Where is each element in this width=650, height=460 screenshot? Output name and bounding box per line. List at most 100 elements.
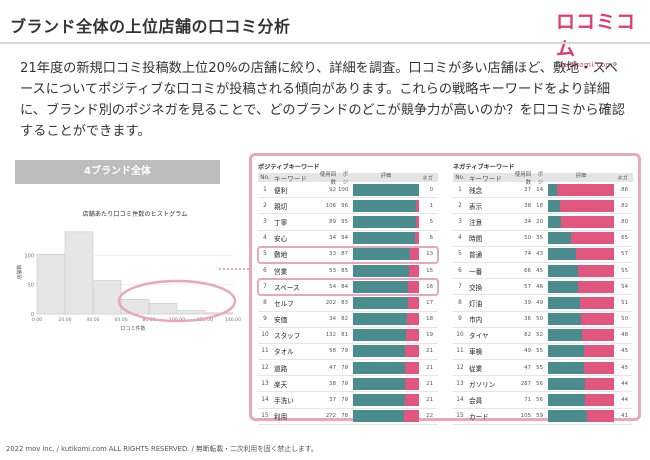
row-number: 5 [458,251,462,258]
row-positive-pct: 100 [338,186,349,193]
row-positive-pct: 49 [536,299,543,306]
row-number: 15 [456,413,464,420]
histogram-bar [176,310,206,315]
table-row: 1 便利 92 100 0 [258,182,438,199]
row-keyword: タオル [274,348,294,357]
table-row: 15 利用 272 78 22 [258,409,438,425]
table-row: 2 表示 38 18 82 [453,198,633,215]
rating-bar [548,199,614,212]
table-row: 15 カード 105 59 41 [453,409,633,425]
row-keyword: 表示 [469,202,483,211]
rating-bar [548,248,614,261]
rating-bar-negative [415,232,419,245]
positive-table-title: ポジティブキーワード [258,164,320,171]
rating-bar-positive [548,296,581,309]
header-count: 使用回数 [319,171,336,186]
rating-bar [548,264,614,277]
row-keyword: 便利 [274,186,288,195]
rating-bar-negative [408,280,419,293]
rating-bar-positive [548,361,585,374]
table-row: 3 丁寧 89 95 5 [258,214,438,231]
row-positive-pct: 45 [536,267,543,274]
header-rating: 評価 [380,172,392,179]
row-negative-pct: 45 [621,348,628,355]
row-keyword: カード [469,413,489,422]
rating-bar-positive [353,361,406,374]
row-count: 53 [329,267,336,274]
rating-bar-positive [548,232,572,245]
rating-bar [353,215,419,228]
row-number: 2 [263,202,267,209]
row-keyword: 灯油 [469,299,483,308]
row-negative-pct: 65 [621,235,628,242]
row-keyword: 残念 [469,186,483,195]
row-positive-pct: 20 [536,218,543,225]
row-count: 49 [524,348,531,355]
rating-bar [353,264,419,277]
rating-bar-positive [353,199,417,212]
positive-keyword-table: ポジティブキーワード No. キーワード 使用回数 ポジ 評価 ネガ 1 便利 92… [257,162,439,425]
row-positive-pct: 78 [341,413,348,420]
row-count: 57 [524,283,531,290]
row-positive-pct: 79 [341,397,348,404]
rating-bar [548,345,614,358]
row-keyword: 会員 [469,397,483,406]
row-keyword: スペース [274,283,300,292]
panel-header: 4ブランド全体 [15,160,220,184]
rating-bar-negative [409,264,419,277]
row-number: 11 [261,348,269,355]
row-positive-pct: 50 [536,316,543,323]
row-keyword: セルフ [274,299,294,308]
row-keyword: 市内 [469,316,483,325]
table-row: 13 楽天 38 79 21 [258,376,438,393]
row-negative-pct: 13 [426,251,433,258]
row-positive-pct: 81 [341,332,348,339]
row-number: 15 [261,413,269,420]
table-row: 8 セルフ 202 83 17 [258,295,438,312]
rating-bar [353,361,419,374]
row-positive-pct: 55 [536,364,543,371]
rating-bar [353,345,419,358]
row-negative-pct: 41 [621,413,628,420]
table-row: 5 敷地 33 87 13 [257,245,439,264]
row-number: 12 [456,364,464,371]
row-count: 82 [524,332,531,339]
rating-bar [548,296,614,309]
histogram-panel: 4ブランド全体 店舗あたり口コミ件数のヒストグラム 0 50 100 0.00 20.00… [15,160,243,335]
row-keyword: 一番 [469,267,483,276]
rating-bar [548,313,614,326]
rating-bar-negative [557,183,614,196]
header-neg: ネガ [617,175,628,182]
row-negative-pct: 18 [426,316,433,323]
row-count: 39 [524,299,531,306]
row-number: 8 [458,299,462,306]
y-tick-label: 100 [24,253,34,259]
rating-bar [353,313,419,326]
table-row: 2 親切 106 96 1 [258,198,438,215]
row-count: 89 [329,218,336,225]
rating-bar [548,377,614,390]
row-keyword: 営業 [274,267,288,276]
rating-bar-positive [353,394,406,407]
footer-copyright: 2022 mov inc. / kutikomi.com ALL RIGHTS … [6,445,318,453]
row-negative-pct: 54 [621,283,628,290]
row-positive-pct: 84 [341,283,348,290]
row-keyword: 交換 [469,283,483,292]
rating-bar [353,377,419,390]
header-neg: ネガ [422,175,433,182]
row-count: 74 [524,251,531,258]
row-count: 54 [329,283,336,290]
header-count: 使用回数 [514,171,531,186]
rating-bar-positive [548,394,585,407]
rating-bar-negative [405,345,419,358]
rating-bar-positive [353,329,407,342]
row-count: 106 [325,202,336,209]
rating-bar-positive [548,248,577,261]
row-number: 13 [261,380,269,387]
rating-bar-negative [584,377,614,390]
row-negative-pct: 16 [426,283,433,290]
row-negative-pct: 82 [621,202,628,209]
histogram-bar [148,303,178,315]
row-positive-pct: 79 [341,348,348,355]
logo-mark: ロコミコム [556,7,644,61]
